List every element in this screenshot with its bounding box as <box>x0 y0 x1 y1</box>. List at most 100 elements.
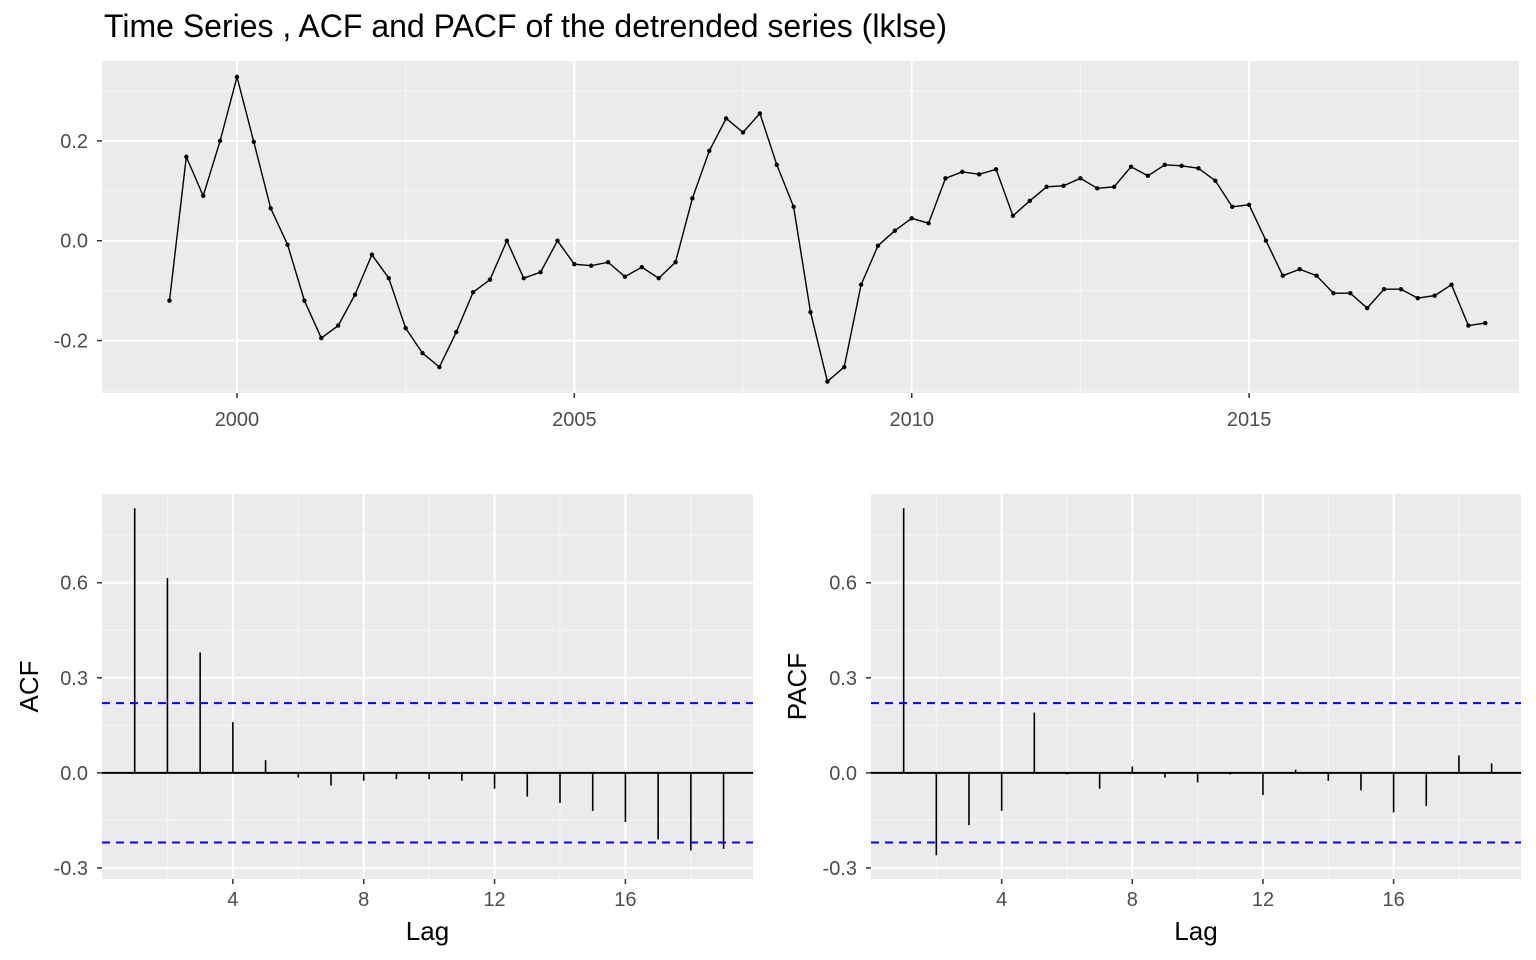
ts-data-point <box>1044 184 1049 190</box>
ts-data-point <box>808 309 813 315</box>
ts-data-point <box>1078 176 1083 181</box>
acf-x-tick-label: 16 <box>614 889 636 911</box>
ts-panel: -0.2 0.0 0.2 2000 2005 2010 2015 <box>54 61 1519 431</box>
ts-panel-background <box>102 61 1519 393</box>
acf-x-tick-label: 8 <box>358 889 369 911</box>
ts-data-point <box>690 196 695 201</box>
pacf-x-tick-label: 4 <box>996 889 1007 911</box>
ts-x-tick-label: 2010 <box>889 409 934 431</box>
ts-data-point <box>976 172 982 177</box>
ts-data-point <box>386 275 391 281</box>
ts-data-point <box>1314 273 1319 278</box>
ts-data-point <box>740 130 746 135</box>
ts-data-point <box>1449 282 1454 287</box>
ts-data-point <box>572 261 577 267</box>
acf-y-tick-label: 0.0 <box>60 763 88 785</box>
ts-data-point <box>639 264 645 270</box>
ts-data-point <box>1095 186 1100 191</box>
pacf-x-tick-label: 16 <box>1382 889 1404 911</box>
ts-data-point <box>335 323 341 328</box>
ts-data-point <box>555 238 560 243</box>
ts-data-point <box>319 335 324 341</box>
ts-data-point <box>470 289 476 295</box>
ts-data-point <box>352 292 358 297</box>
ts-data-point <box>268 206 273 211</box>
ts-data-point <box>234 74 240 80</box>
ts-data-point <box>1061 183 1066 189</box>
ts-data-point <box>1263 238 1269 243</box>
ts-data-point <box>1230 204 1235 209</box>
ts-data-point <box>892 228 898 233</box>
ts-data-point <box>605 259 611 265</box>
acf-x-axis-title: Lag <box>406 916 449 946</box>
ts-data-point <box>622 274 628 279</box>
ts-data-point <box>437 364 442 370</box>
ts-data-point <box>943 176 948 181</box>
ts-data-point <box>1010 213 1016 218</box>
acf-panel: -0.3 0.0 0.3 0.6 4 8 12 16 Lag ACF <box>14 494 753 946</box>
ts-data-point <box>1280 273 1286 278</box>
ts-data-point <box>960 169 965 175</box>
ts-data-point <box>1246 202 1252 207</box>
ts-data-point <box>757 111 763 116</box>
ts-data-point <box>1297 266 1302 272</box>
ts-data-point <box>1432 293 1437 298</box>
pacf-y-tick-label: -0.3 <box>823 858 857 880</box>
ts-data-point <box>302 298 307 303</box>
pacf-x-tick-label: 8 <box>1127 889 1138 911</box>
ts-data-point <box>1111 184 1117 190</box>
ts-data-point <box>825 379 830 384</box>
ts-data-point <box>909 216 914 221</box>
ts-data-point <box>487 277 493 282</box>
pacf-y-axis-title: PACF <box>782 653 812 720</box>
acf-y-tick-label: 0.3 <box>60 668 88 690</box>
pacf-x-axis-title: Lag <box>1174 916 1217 946</box>
ts-data-point <box>707 148 712 154</box>
ts-data-point <box>184 154 189 160</box>
pacf-y-tick-label: 0.3 <box>829 668 857 690</box>
ts-data-point <box>1145 173 1151 179</box>
ts-data-point <box>791 204 796 209</box>
ts-data-point <box>656 275 661 281</box>
ts-data-point <box>1398 286 1404 292</box>
ts-data-point <box>369 252 375 257</box>
ts-data-point <box>774 162 779 168</box>
ts-x-tick-label: 2005 <box>552 409 597 431</box>
ts-data-point <box>403 325 408 331</box>
ts-data-point <box>285 242 290 247</box>
ts-data-point <box>1027 198 1032 203</box>
ts-data-point <box>1162 162 1167 168</box>
pacf-y-tick-label: 0.0 <box>829 763 857 785</box>
ts-data-point <box>858 282 864 287</box>
ts-data-point <box>1364 305 1370 311</box>
acf-x-tick-label: 12 <box>483 889 505 911</box>
chart-title: Time Series , ACF and PACF of the detren… <box>104 8 947 44</box>
pacf-panel-background <box>871 494 1521 879</box>
pacf-panel: -0.3 0.0 0.3 0.6 4 8 12 16 Lag PACF <box>782 494 1521 946</box>
ts-data-point <box>993 167 999 172</box>
acf-y-tick-label: -0.3 <box>54 858 88 880</box>
acf-y-tick-label: 0.6 <box>60 573 88 595</box>
ts-data-point <box>1196 166 1201 171</box>
ts-data-point <box>251 139 257 145</box>
ts-data-point <box>1466 323 1471 328</box>
ts-data-point <box>504 238 510 243</box>
ts-data-point <box>538 269 543 275</box>
ts-data-point <box>1213 178 1218 184</box>
ts-data-point <box>201 193 206 198</box>
ts-data-point <box>1331 290 1336 296</box>
ts-data-point <box>589 263 594 268</box>
ts-data-point <box>1348 290 1353 296</box>
pacf-y-tick-label: 0.6 <box>829 573 857 595</box>
ts-data-point <box>723 116 729 121</box>
ts-data-point <box>217 138 223 144</box>
ts-data-point <box>1179 163 1184 169</box>
ts-data-point <box>1483 320 1488 326</box>
ts-data-point <box>1415 295 1420 301</box>
acf-y-axis-title: ACF <box>14 661 44 713</box>
ts-data-point <box>1381 286 1387 292</box>
ts-data-point <box>521 275 526 281</box>
acf-x-tick-label: 4 <box>227 889 238 911</box>
ts-x-tick-label: 2000 <box>215 409 260 431</box>
ts-y-tick-label: 0.0 <box>60 231 88 253</box>
